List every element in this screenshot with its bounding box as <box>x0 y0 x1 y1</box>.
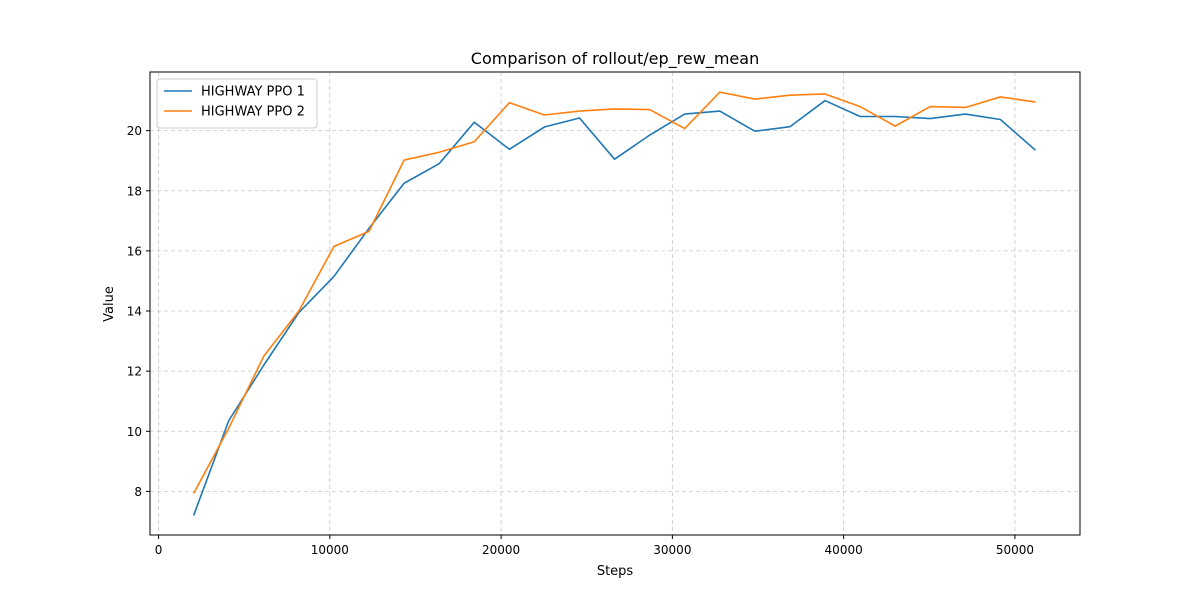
legend-label: HIGHWAY PPO 1 <box>201 85 305 100</box>
y-tick-label: 14 <box>127 305 142 319</box>
chart-title: Comparison of rollout/ep_rew_mean <box>471 49 759 69</box>
legend-box <box>156 78 318 129</box>
x-tick-label: 50000 <box>996 543 1034 557</box>
x-axis-label: Steps <box>597 564 634 579</box>
x-tick-label: 40000 <box>825 543 863 557</box>
y-tick-label: 12 <box>127 365 142 379</box>
y-tick-label: 16 <box>127 244 142 258</box>
y-tick-label: 20 <box>127 124 142 138</box>
x-tick-label: 30000 <box>653 543 691 557</box>
legend-label: HIGHWAY PPO 2 <box>201 105 305 120</box>
y-axis: 8 10 12 14 16 18 20 <box>127 124 150 499</box>
x-tick-label: 0 <box>155 543 163 557</box>
y-axis-label: Value <box>102 286 117 322</box>
series-line-1 <box>192 99 1036 516</box>
plot-frame <box>149 71 1081 536</box>
series-line-2 <box>192 91 1036 494</box>
x-axis: 0 10000 20000 30000 40000 50000 <box>155 535 1034 557</box>
y-tick-label: 10 <box>127 425 142 439</box>
x-tick-label: 10000 <box>311 543 349 557</box>
legend: HIGHWAY PPO 1 HIGHWAY PPO 2 <box>156 78 318 129</box>
series-layer <box>192 91 1036 516</box>
x-tick-label: 20000 <box>482 543 520 557</box>
grid <box>150 72 1080 535</box>
y-tick-label: 8 <box>134 485 142 499</box>
y-tick-label: 18 <box>127 184 142 198</box>
